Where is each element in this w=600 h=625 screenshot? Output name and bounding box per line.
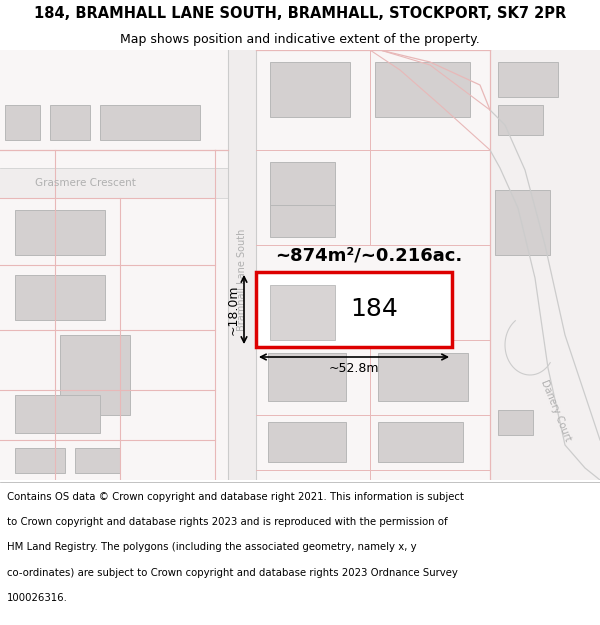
Bar: [100, 105, 200, 140]
Text: 184, BRAMHALL LANE SOUTH, BRAMHALL, STOCKPORT, SK7 2PR: 184, BRAMHALL LANE SOUTH, BRAMHALL, STOC…: [34, 6, 566, 21]
Bar: [75, 448, 120, 473]
Text: to Crown copyright and database rights 2023 and is reproduced with the permissio: to Crown copyright and database rights 2…: [7, 517, 448, 527]
Bar: [490, 50, 600, 480]
Bar: [15, 395, 100, 433]
Text: 100026316.: 100026316.: [7, 593, 68, 603]
Bar: [268, 353, 346, 401]
Bar: [270, 205, 335, 237]
Text: Contains OS data © Crown copyright and database right 2021. This information is : Contains OS data © Crown copyright and d…: [7, 492, 464, 502]
Text: ~52.8m: ~52.8m: [329, 362, 379, 375]
Bar: [15, 275, 105, 320]
Text: Bramhall Lane South: Bramhall Lane South: [237, 229, 247, 331]
Text: Grasmere Crescent: Grasmere Crescent: [35, 178, 136, 188]
Bar: [270, 162, 335, 232]
Bar: [498, 105, 543, 135]
Bar: [498, 410, 533, 435]
Bar: [270, 62, 350, 117]
Bar: [375, 62, 470, 117]
Bar: [270, 285, 335, 340]
Bar: [228, 50, 256, 480]
Bar: [60, 335, 130, 415]
Text: ~18.0m: ~18.0m: [227, 284, 240, 335]
Text: ~874m²/~0.216ac.: ~874m²/~0.216ac.: [275, 247, 462, 265]
Text: Map shows position and indicative extent of the property.: Map shows position and indicative extent…: [120, 32, 480, 46]
Bar: [50, 105, 90, 140]
Bar: [268, 422, 346, 462]
Bar: [0, 168, 228, 198]
Text: HM Land Registry. The polygons (including the associated geometry, namely x, y: HM Land Registry. The polygons (includin…: [7, 542, 417, 552]
Bar: [498, 62, 558, 97]
Text: co-ordinates) are subject to Crown copyright and database rights 2023 Ordnance S: co-ordinates) are subject to Crown copyr…: [7, 568, 458, 578]
Text: 184: 184: [350, 298, 398, 321]
Bar: [378, 353, 468, 401]
Bar: [378, 422, 463, 462]
Bar: [15, 210, 105, 255]
Text: Danery Court: Danery Court: [539, 378, 573, 442]
Bar: [495, 190, 550, 255]
Bar: [256, 272, 452, 347]
Bar: [15, 448, 65, 473]
Bar: [5, 105, 40, 140]
